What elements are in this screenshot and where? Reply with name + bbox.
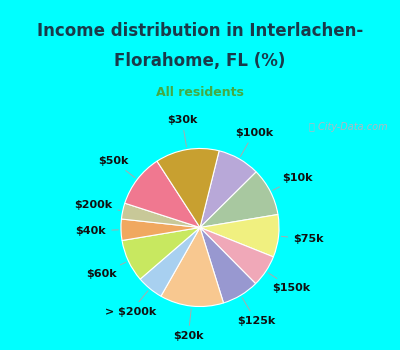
Text: > $200k: > $200k <box>105 291 156 317</box>
Text: Income distribution in Interlachen-: Income distribution in Interlachen- <box>37 22 363 41</box>
Text: $20k: $20k <box>173 309 204 341</box>
Text: $10k: $10k <box>273 173 312 190</box>
Wedge shape <box>200 151 256 228</box>
Text: $30k: $30k <box>167 115 197 147</box>
Wedge shape <box>121 219 200 240</box>
Wedge shape <box>200 228 273 284</box>
Text: $200k: $200k <box>74 200 120 210</box>
Wedge shape <box>200 172 278 228</box>
Wedge shape <box>125 161 200 228</box>
Text: $50k: $50k <box>98 156 135 178</box>
Text: Florahome, FL (%): Florahome, FL (%) <box>114 52 286 70</box>
Wedge shape <box>140 228 200 296</box>
Wedge shape <box>122 228 200 279</box>
Wedge shape <box>161 228 224 307</box>
Text: $40k: $40k <box>76 226 118 236</box>
Wedge shape <box>200 228 256 303</box>
Text: ⓘ City-Data.com: ⓘ City-Data.com <box>309 122 388 132</box>
Text: $75k: $75k <box>281 234 324 244</box>
Text: $100k: $100k <box>235 128 273 156</box>
Text: $125k: $125k <box>237 298 275 326</box>
Wedge shape <box>122 203 200 228</box>
Text: All residents: All residents <box>156 86 244 99</box>
Wedge shape <box>157 148 219 228</box>
Wedge shape <box>200 215 279 257</box>
Text: $150k: $150k <box>268 273 310 293</box>
Text: $60k: $60k <box>86 262 126 279</box>
